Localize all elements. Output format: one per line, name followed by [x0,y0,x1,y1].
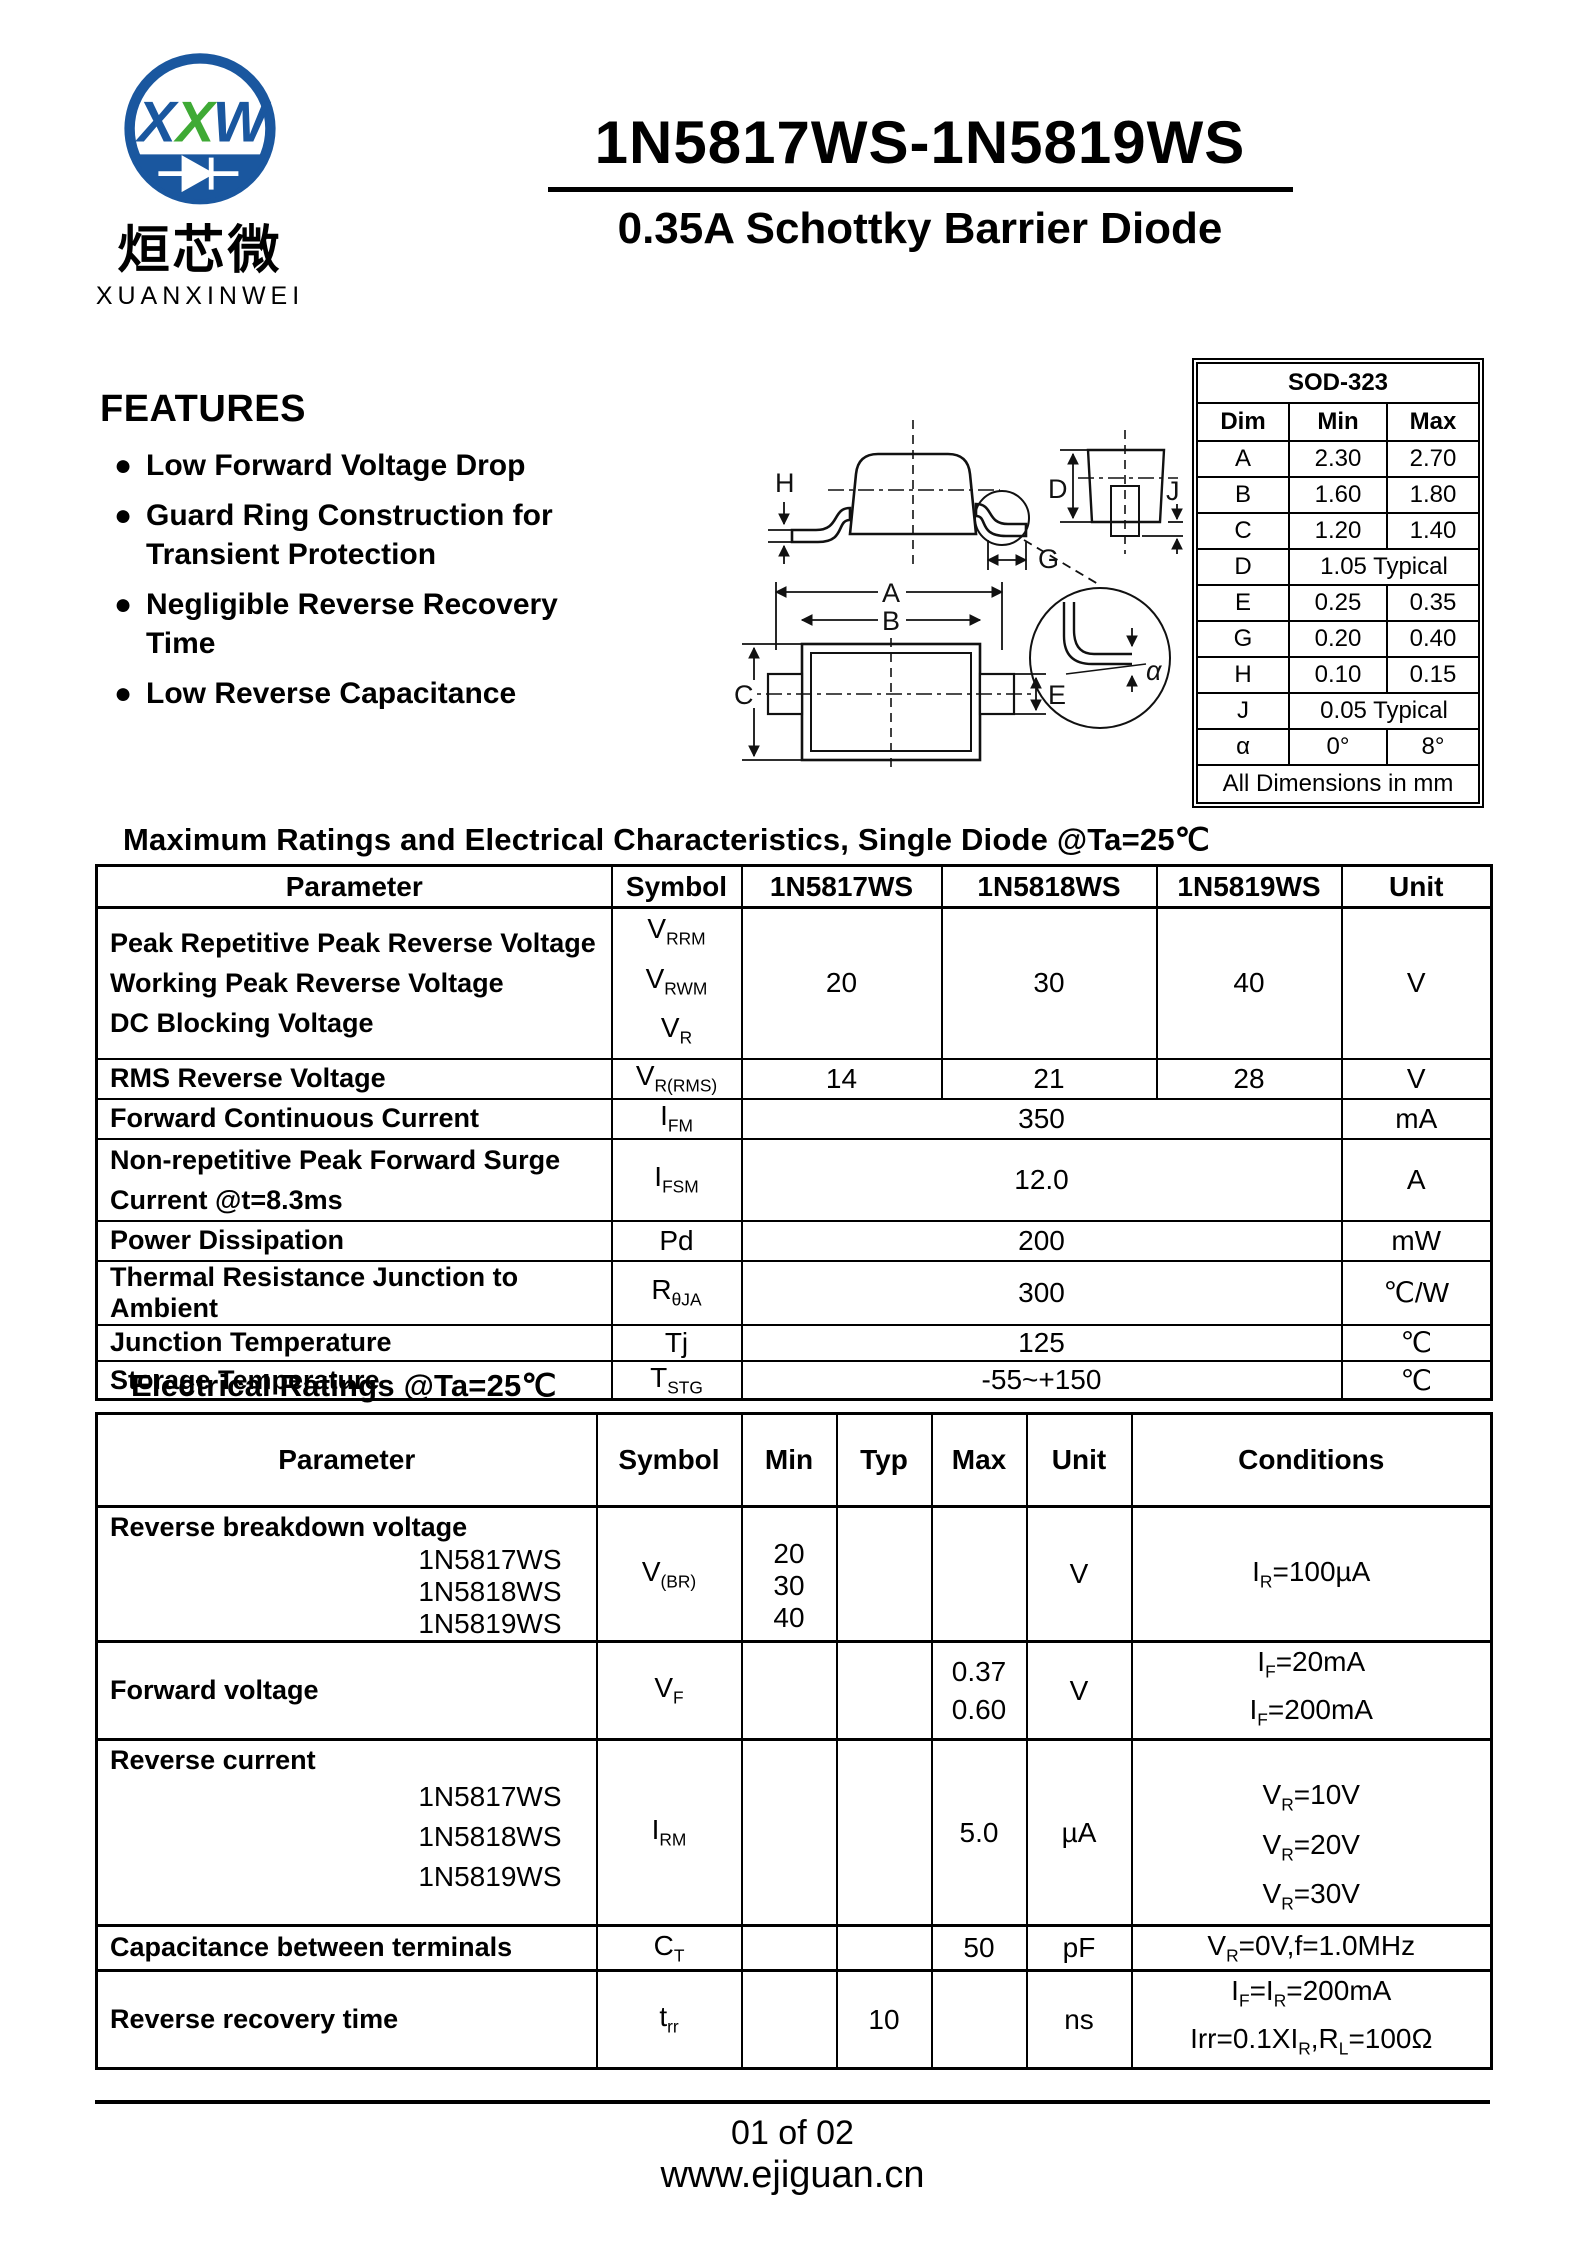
side-view-right-lead [974,502,1028,538]
sod-row: D 1.05 Typical [1196,548,1480,586]
features-heading: FEATURES [100,388,306,430]
feature-item: ● Guard Ring Construction for Transient P… [114,499,553,571]
electrical-heading: Electrical Ratings @Ta=25℃ [131,1368,557,1403]
dim-label-g: G [1038,544,1059,574]
table-row: Reverse recovery time trr 10 ns IF=IR=20… [95,1968,1493,2070]
side-view-left-lead [790,506,852,544]
title-underline [547,187,1293,192]
max-ratings-heading: Maximum Ratings and Electrical Character… [123,822,1210,857]
dim-label-e: E [1048,680,1066,710]
sod-title: SOD-323 [1196,362,1480,404]
sod323-table: SOD-323 Dim Min Max A 2.30 2.70 B 1.60 1.80 … [1192,358,1484,808]
side-view-body [848,452,978,536]
end-view-body [1086,448,1166,524]
brand-logo-icon: X X W [124,53,276,205]
website: www.ejiguan.cn [660,2154,925,2196]
sod-row: E 0.25 0.35 [1196,584,1480,622]
table-row: Storage Temperature TSTG -55~+150 ℃ [95,1359,1493,1401]
dim-label-a: A [882,578,900,608]
bullet-icon: ● [114,499,133,533]
dim-label-d: D [1048,474,1068,504]
dim-label-b: B [882,606,900,636]
dim-label-c: C [734,680,754,710]
sod-row: J 0.05 Typical [1196,692,1480,730]
bullet-icon: ● [114,676,133,710]
sod-row: H 0.10 0.15 [1196,656,1480,694]
table-row: RMS Reverse Voltage VR(RMS) 14 21 28 V [95,1057,1493,1100]
brand-block: X X W 烜芯微 XUANXINWEI [80,52,320,311]
lead-bend-callout [974,490,1030,546]
dim-label-alpha: α [1146,656,1163,686]
table-header-row: Parameter Symbol 1N5817WS 1N5818WS 1N581… [95,864,1493,909]
features-list: ● Low Forward Voltage Drop ● Guard Ring Co… [100,447,570,713]
bullet-icon: ● [114,588,133,622]
table-row: Non-repetitive Peak Forward Surge Curren… [95,1137,1493,1222]
product-subtitle: 0.35A Schottky Barrier Diode [617,204,1223,253]
dim-label-h: H [775,468,795,498]
table-row: Forward voltage VF 0.37 0.60 V IF=20mA I… [95,1639,1493,1741]
bullet-icon: ● [114,449,133,482]
footer-rule [95,2100,1490,2104]
brand-latin: XUANXINWEI [95,282,305,311]
lead-detail-circle [1029,587,1171,729]
brand-chinese: 烜芯微 [117,222,283,280]
package-drawing: H G [680,362,1185,779]
logo-letter-x2: X [173,91,218,155]
feature-item: ● Low Forward Voltage Drop [100,447,570,485]
table-row: Peak Repetitive Peak Reverse Voltage Wor… [95,906,1493,1060]
table-row: Capacitance between terminals CT 50 pF V… [95,1923,1493,1972]
sod-note: All Dimensions in mm [1196,764,1480,804]
product-title: 1N5817WS-1N5819WS [594,109,1246,176]
feature-item: ● Negligible Reverse Recovery Time [114,588,558,660]
table-row: Junction Temperature Tj 125 ℃ [95,1323,1493,1362]
sod-row: B 1.60 1.80 [1196,476,1480,514]
sod-row: C 1.20 1.40 [1196,512,1480,550]
table-row: Reverse current 1N5817WS 1N5818WS 1N5819… [95,1738,1493,1927]
logo-letter-w: W [213,91,272,155]
logo-letter-x1: X [135,91,180,155]
diode-icon [158,155,239,193]
electrical-table: Parameter Symbol Min Typ Max Unit Condit… [95,1412,1493,2071]
header: 1N5817WS-1N5819WS 0.35A Schottky Barrier… [440,108,1400,254]
table-header-row: Parameter Symbol Min Typ Max Unit Condit… [95,1412,1493,1508]
sod-row: A 2.30 2.70 [1196,440,1480,478]
table-row: Thermal Resistance Junction to Ambient R… [95,1259,1493,1326]
sod-row: α 0° 8° [1196,728,1480,766]
max-ratings-table: Parameter Symbol 1N5817WS 1N5818WS 1N581… [95,864,1493,1402]
table-row: Power Dissipation Pd 200 mW [95,1219,1493,1262]
features-section: FEATURES ● Low Forward Voltage Drop ● Guar… [100,388,600,725]
table-row: Reverse breakdown voltage 1N5817WS 1N581… [95,1505,1493,1643]
feature-item: ● Low Reverse Capacitance [100,675,570,713]
sod-row: G 0.20 0.40 [1196,620,1480,658]
page-number: 01 of 02 [731,2114,854,2152]
table-row: Forward Continuous Current IFM 350 mA [95,1097,1493,1140]
dim-label-j: J [1166,476,1180,506]
